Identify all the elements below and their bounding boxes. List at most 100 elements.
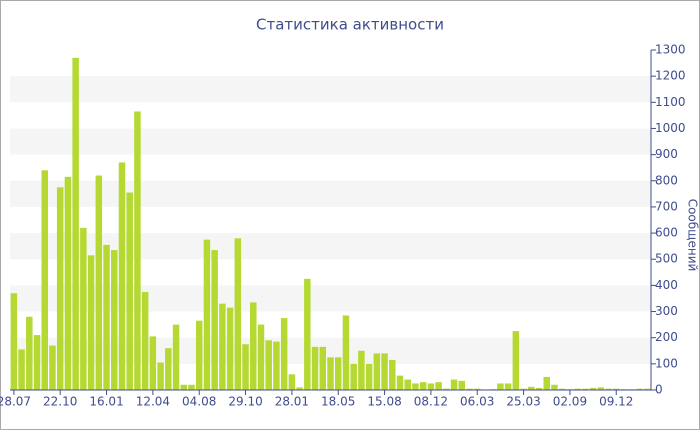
bar <box>226 307 234 390</box>
y-tick-label: 1300 <box>655 43 686 57</box>
bar <box>466 388 473 390</box>
bar <box>41 170 48 390</box>
bar <box>280 318 288 390</box>
bar <box>342 315 350 390</box>
bar <box>528 386 535 390</box>
bar <box>443 388 450 390</box>
x-tick-label: 18.05 <box>321 395 355 409</box>
bar <box>134 111 141 390</box>
x-tick-label: 15.08 <box>367 395 401 409</box>
x-tick-label: 28.07 <box>0 395 31 409</box>
bar <box>419 382 427 390</box>
bar <box>574 388 581 390</box>
bar <box>64 176 72 390</box>
bar <box>551 384 558 390</box>
y-tick-label: 800 <box>655 173 678 187</box>
y-tick-label: 600 <box>655 226 678 240</box>
y-axis-label: Сообщений <box>686 199 700 272</box>
y-tick-label: 1200 <box>655 69 686 83</box>
bar <box>203 239 211 390</box>
x-tick-label: 28.01 <box>275 395 309 409</box>
bar <box>87 255 95 390</box>
bar <box>504 383 512 390</box>
x-tick-label: 12.04 <box>136 395 170 409</box>
bar <box>389 359 396 390</box>
x-tick-label: 16.01 <box>89 395 123 409</box>
x-tick-label: 02.09 <box>553 395 587 409</box>
bar <box>257 324 265 390</box>
bar <box>103 244 110 390</box>
bar <box>10 293 18 390</box>
bar <box>188 384 195 390</box>
bar <box>319 346 327 390</box>
y-tick-label: 500 <box>655 252 678 266</box>
bar <box>365 363 373 390</box>
bar <box>350 363 357 390</box>
y-tick-label: 700 <box>655 199 678 213</box>
x-tick-label: 29.10 <box>228 395 262 409</box>
bar <box>165 348 172 390</box>
bar <box>497 383 504 390</box>
x-tick-label: 22.10 <box>43 395 77 409</box>
bar <box>543 376 550 390</box>
bar <box>72 57 79 390</box>
bar <box>304 278 311 390</box>
bar <box>296 387 303 390</box>
bar <box>613 388 620 390</box>
bar <box>242 344 249 390</box>
bar <box>473 388 481 390</box>
bar <box>250 302 257 390</box>
bar <box>234 238 242 390</box>
bar <box>427 383 435 390</box>
bar <box>111 250 118 390</box>
bar <box>80 227 87 390</box>
y-tick-label: 1000 <box>655 121 686 135</box>
bar <box>396 375 404 390</box>
bar <box>589 387 597 390</box>
bar <box>582 388 589 390</box>
bar <box>373 353 381 390</box>
x-tick-label: 25.03 <box>506 395 540 409</box>
chart-title: Статистика активности <box>256 16 444 34</box>
bar <box>435 382 442 390</box>
bar <box>643 388 651 390</box>
y-tick-label: 1100 <box>655 95 686 109</box>
bar <box>288 374 296 390</box>
bar <box>33 335 41 390</box>
bar <box>195 320 203 390</box>
bar <box>18 349 25 390</box>
bar <box>458 380 466 390</box>
bar <box>636 388 643 390</box>
bar <box>404 379 411 390</box>
bar <box>118 162 126 390</box>
bar <box>211 250 218 390</box>
bar <box>358 350 365 390</box>
bar <box>172 324 180 390</box>
bar <box>26 316 33 390</box>
bar <box>49 345 56 390</box>
bar <box>605 388 612 390</box>
bar <box>141 291 149 390</box>
bar <box>149 336 157 390</box>
y-tick-label: 900 <box>655 147 678 161</box>
grid-band <box>10 76 651 103</box>
x-tick-label: 04.08 <box>182 395 216 409</box>
y-tick-label: 0 <box>655 383 663 397</box>
bar <box>95 175 103 390</box>
bar <box>273 341 280 390</box>
bar <box>56 187 64 390</box>
grid-band <box>10 128 651 155</box>
y-tick-label: 200 <box>655 330 678 344</box>
bar <box>334 357 342 390</box>
bar <box>381 353 388 390</box>
bar <box>265 340 272 390</box>
x-tick-label: 06.03 <box>460 395 494 409</box>
bar <box>219 303 226 390</box>
bar <box>597 387 605 390</box>
grid-band <box>10 180 651 207</box>
bar <box>412 383 419 390</box>
bar <box>311 346 319 390</box>
y-tick-label: 400 <box>655 278 678 292</box>
